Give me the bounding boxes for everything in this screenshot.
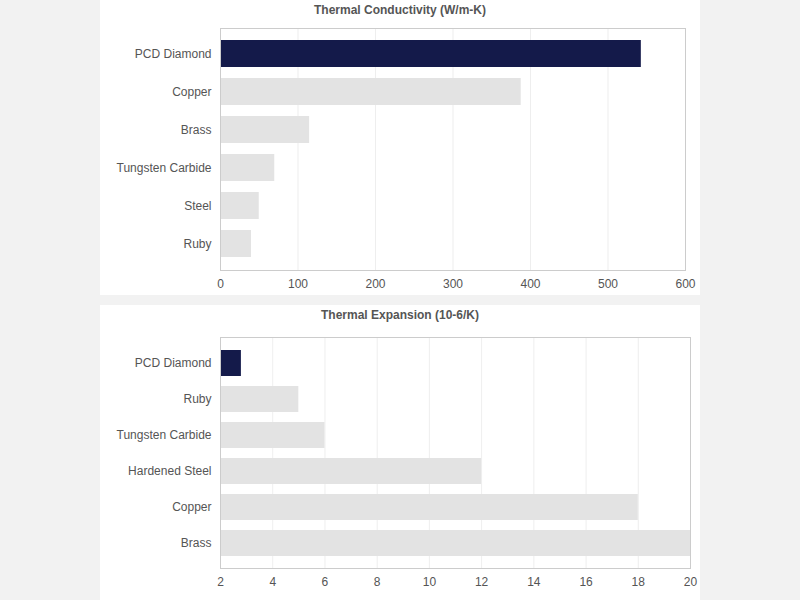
svg-text:300: 300 bbox=[443, 277, 463, 291]
html-text:Thermal Conductivity (W/m-K): Thermal Conductivity (W/m-K) bbox=[314, 3, 486, 17]
svg-text:14: 14 bbox=[527, 575, 541, 589]
svg-text:10: 10 bbox=[423, 575, 437, 589]
svg-text:0: 0 bbox=[217, 277, 224, 291]
svg-text:Brass: Brass bbox=[181, 536, 212, 550]
svg-text:Hardened Steel: Hardened Steel bbox=[128, 464, 211, 478]
svg-text:Steel: Steel bbox=[184, 199, 211, 213]
svg-text:Ruby: Ruby bbox=[183, 392, 211, 406]
svg-text:Copper: Copper bbox=[172, 500, 211, 514]
svg-text:8: 8 bbox=[374, 575, 381, 589]
svg-text:18: 18 bbox=[632, 575, 646, 589]
svg-text:Tungsten Carbide: Tungsten Carbide bbox=[117, 428, 212, 442]
svg-text:PCD Diamond: PCD Diamond bbox=[135, 356, 212, 370]
svg-text:Ruby: Ruby bbox=[183, 237, 211, 251]
svg-text:12: 12 bbox=[475, 575, 489, 589]
svg-text:20: 20 bbox=[684, 575, 698, 589]
svg-text:Tungsten Carbide: Tungsten Carbide bbox=[117, 161, 212, 175]
svg-text:500: 500 bbox=[598, 277, 618, 291]
svg-text:600: 600 bbox=[675, 277, 695, 291]
svg-text:6: 6 bbox=[322, 575, 329, 589]
svg-text:Copper: Copper bbox=[172, 85, 211, 99]
svg-text:4: 4 bbox=[269, 575, 276, 589]
svg-text:400: 400 bbox=[520, 277, 540, 291]
svg-text:16: 16 bbox=[579, 575, 593, 589]
svg-text:100: 100 bbox=[288, 277, 308, 291]
svg-text:PCD Diamond: PCD Diamond bbox=[135, 47, 212, 61]
svg-text:Brass: Brass bbox=[181, 123, 212, 137]
html-text:Thermal Expansion (10-6/K): Thermal Expansion (10-6/K) bbox=[321, 308, 479, 322]
svg-text:2: 2 bbox=[217, 575, 224, 589]
svg-text:200: 200 bbox=[365, 277, 385, 291]
